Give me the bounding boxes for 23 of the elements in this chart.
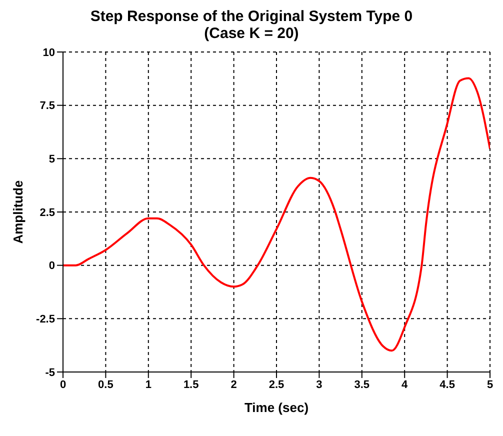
x-tick-label: 4.5 [440, 378, 455, 391]
x-axis-title: Time (sec) [244, 400, 309, 415]
x-tick-label: 3 [316, 378, 322, 391]
y-tick-label: -2.5 [36, 314, 55, 326]
x-tick-label: 0.5 [98, 378, 114, 391]
y-tick-label: -5 [45, 366, 55, 379]
x-tick-label: 2.5 [268, 378, 284, 391]
y-tick-label: 10 [42, 46, 55, 59]
x-tick-label: 1.5 [183, 378, 199, 391]
x-tick-label: 5 [486, 378, 494, 391]
y-tick-label: 5 [48, 154, 55, 166]
x-tick-label: 2 [230, 378, 237, 391]
line-series [63, 77, 490, 352]
x-tick-label: 3.5 [354, 378, 370, 391]
chart-subtitle: (Case K = 20) [203, 25, 300, 42]
y-tick-label: 7.5 [40, 100, 55, 112]
chart-title: Step Response of the Original System Type 0 [89, 8, 414, 25]
y-tick-label: 2.5 [40, 206, 55, 219]
y-axis-title: Amplitude [10, 180, 26, 244]
x-tick-label: 1 [145, 378, 152, 391]
x-tick-label: 0 [60, 378, 66, 391]
x-tick-label: 4 [402, 378, 409, 391]
y-tick-label: 0 [48, 260, 55, 272]
